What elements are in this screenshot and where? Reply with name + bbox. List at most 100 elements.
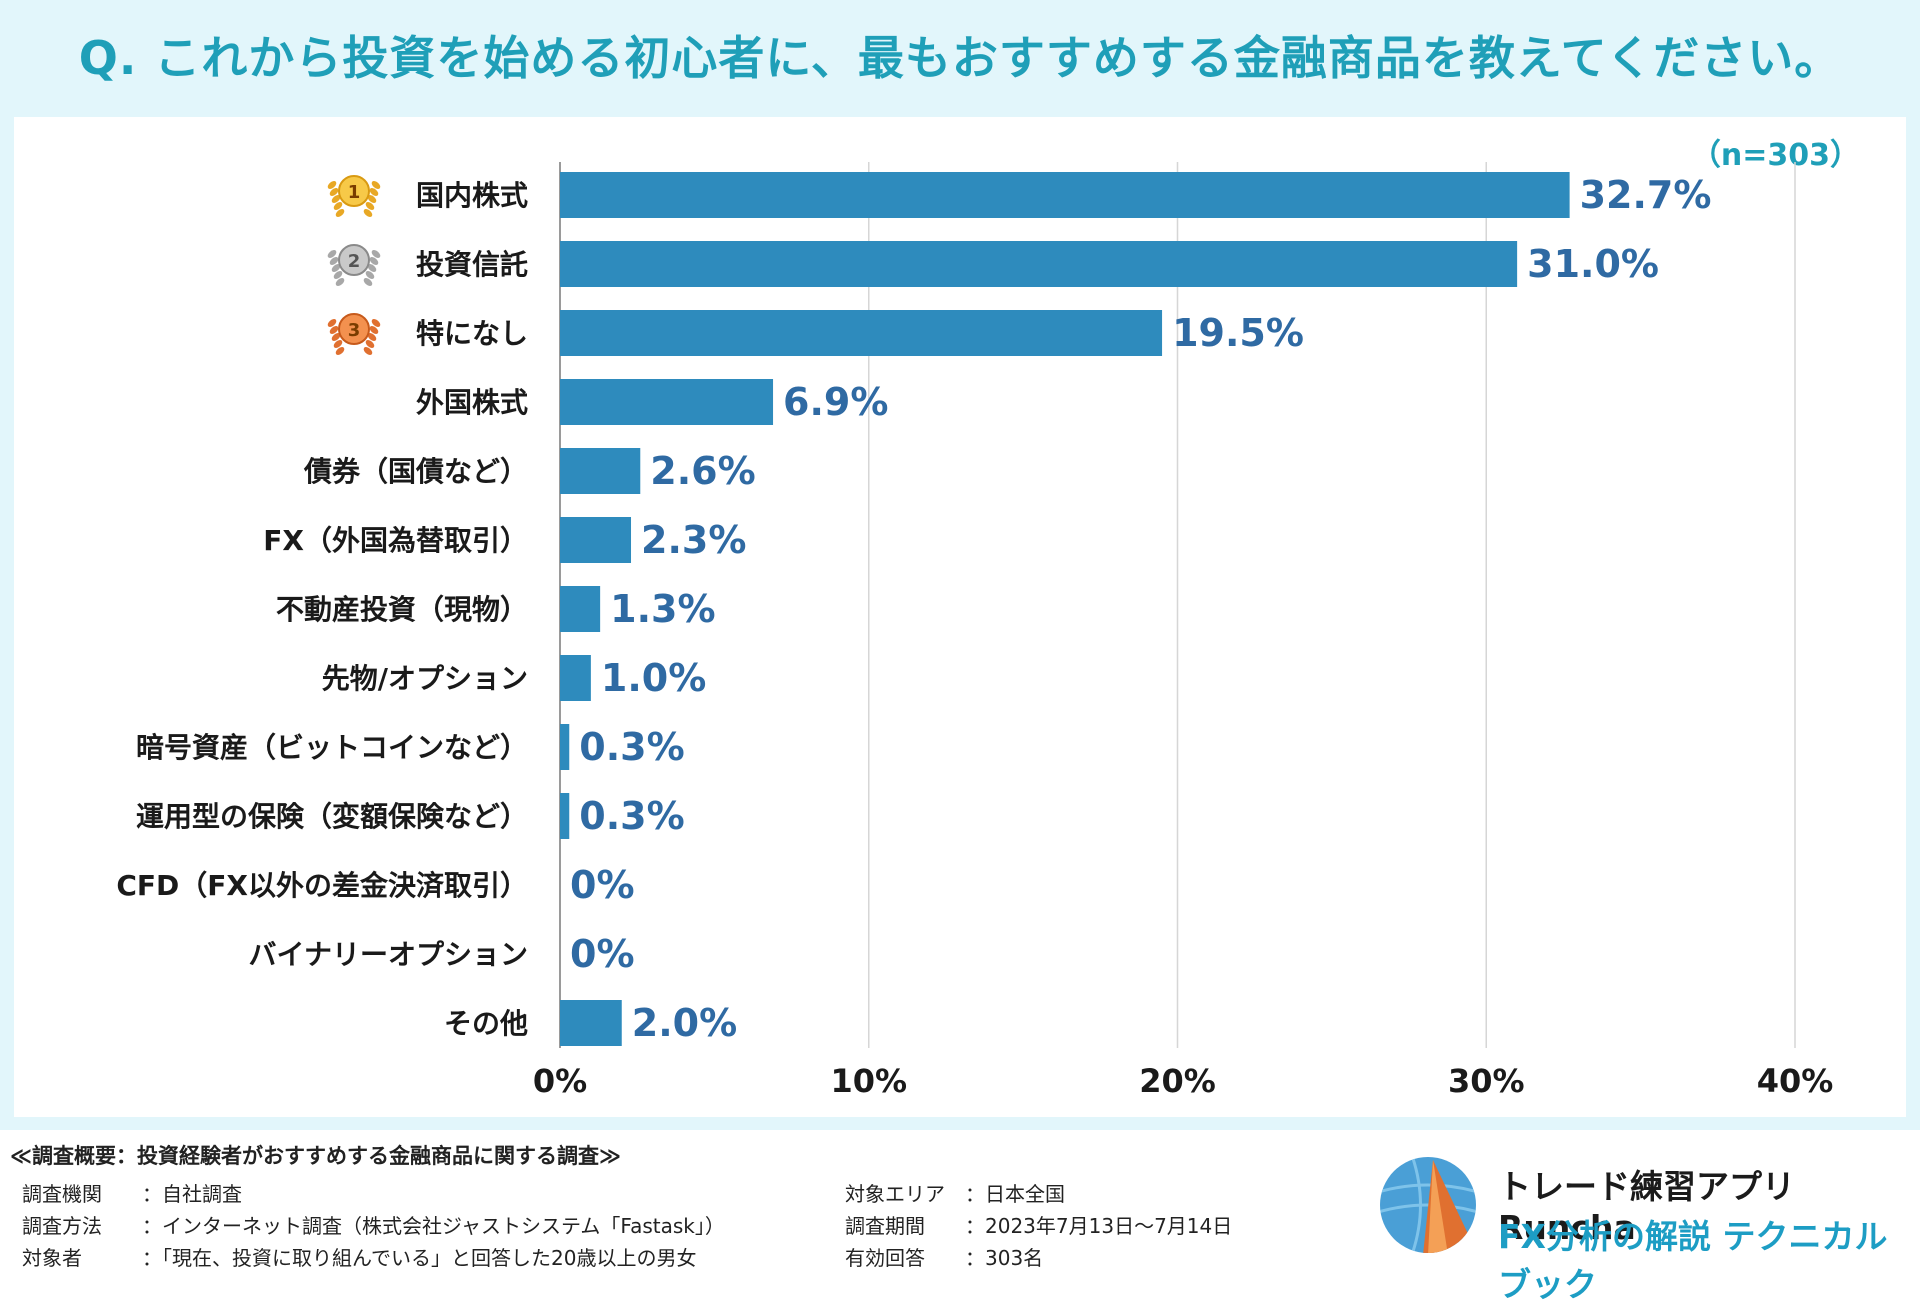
- laurel-leaf: [331, 264, 341, 272]
- rank-medal-icon: 3: [327, 313, 381, 355]
- laurel-leaf: [333, 202, 343, 210]
- value-label: 31.0%: [1527, 242, 1659, 286]
- laurel-leaf: [327, 250, 337, 258]
- value-label: 1.0%: [601, 656, 706, 700]
- laurel-leaf: [365, 271, 375, 279]
- survey-key: 調査方法: [22, 1214, 102, 1238]
- category-label: 外国株式: [416, 386, 528, 419]
- value-label: 0.3%: [579, 725, 684, 769]
- category-label: FX（外国為替取引）: [263, 524, 528, 557]
- survey-key: 対象エリア: [845, 1182, 945, 1206]
- laurel-leaf: [335, 347, 345, 355]
- laurel-leaf: [369, 257, 379, 265]
- rank-medal-icon: 2: [327, 244, 381, 286]
- value-label: 2.0%: [632, 1001, 737, 1045]
- category-label: 先物/オプション: [322, 662, 528, 695]
- survey-key: 有効回答: [845, 1246, 925, 1270]
- survey-row: 調査機関 ：自社調査: [22, 1178, 242, 1207]
- laurel-leaf: [327, 319, 337, 327]
- category-label: 暗号資産（ビットコインなど）: [136, 731, 528, 764]
- survey-value: ：「現在、投資に取り組んでいる」と回答した20歳以上の男女: [142, 1246, 697, 1270]
- survey-key: 調査期間: [845, 1214, 925, 1238]
- survey-value: ：303名: [965, 1246, 1044, 1270]
- page-title: Q. これから投資を始める初心者に、最もおすすめする金融商品を教えてください。: [78, 31, 1842, 85]
- category-label: 不動産投資（現物）: [276, 593, 528, 626]
- laurel-leaf: [367, 264, 377, 272]
- rank-medal-icon: 1: [327, 175, 381, 217]
- laurel-leaf: [371, 181, 381, 189]
- survey-key: 対象者: [22, 1246, 82, 1270]
- x-tick-label: 30%: [1448, 1062, 1525, 1100]
- survey-row: 対象エリア ：日本全国: [845, 1178, 1065, 1207]
- medal-number: 3: [348, 320, 361, 341]
- laurel-leaf: [363, 278, 373, 286]
- laurel-leaf: [329, 188, 339, 196]
- bar: [560, 448, 641, 494]
- x-tick-label: 10%: [830, 1062, 907, 1100]
- laurel-leaf: [335, 209, 345, 217]
- bar-chart: 0% 10% 20% 30% 40%32.7%国内株式131.0%投資信託219.5%特…: [116, 162, 1834, 1100]
- bar: [560, 379, 774, 425]
- laurel-leaf: [333, 340, 343, 348]
- value-label: 0%: [570, 863, 635, 907]
- bar: [560, 172, 1570, 218]
- laurel-leaf: [327, 181, 337, 189]
- category-label: その他: [444, 1007, 528, 1040]
- category-label: CFD（FX以外の差金決済取引）: [116, 869, 528, 902]
- category-label: 特になし: [416, 317, 528, 350]
- bar: [560, 1000, 622, 1046]
- category-label: バイナリーオプション: [249, 938, 528, 971]
- value-label: 19.5%: [1172, 311, 1304, 355]
- laurel-leaf: [331, 333, 341, 341]
- medal-disc: [338, 244, 370, 276]
- category-label: 国内株式: [416, 179, 528, 212]
- survey-key: 調査機関: [22, 1182, 102, 1206]
- category-label: 債券（国債など）: [303, 455, 528, 488]
- x-tick-label: 40%: [1757, 1062, 1834, 1100]
- survey-row: 調査方法 ：インターネット調査（株式会社ジャストシステム「Fastask」）: [22, 1210, 725, 1239]
- value-label: 1.3%: [610, 587, 715, 631]
- value-label: 32.7%: [1580, 173, 1712, 217]
- sample-size-label: （n=303）: [1690, 138, 1860, 173]
- laurel-leaf: [363, 347, 373, 355]
- medal-disc: [338, 175, 370, 207]
- x-tick-label: 0%: [533, 1062, 587, 1100]
- survey-row: 有効回答 ：303名: [845, 1242, 1043, 1271]
- brand-name: トレード練習アプリ Runcha: [1498, 1167, 1795, 1247]
- bar: [560, 517, 632, 563]
- survey-title: ≪調査概要：投資経験者がおすすめする金融商品に関する調査≫: [10, 1144, 621, 1168]
- value-label: 0%: [570, 932, 635, 976]
- medal-number: 2: [348, 251, 361, 272]
- laurel-leaf: [365, 340, 375, 348]
- medal-number: 1: [348, 182, 361, 203]
- survey-row: 対象者 ：「現在、投資に取り組んでいる」と回答した20歳以上の男女: [22, 1242, 696, 1271]
- value-label: 0.3%: [579, 794, 684, 838]
- bar: [560, 241, 1518, 287]
- bar: [560, 655, 591, 701]
- bar: [560, 724, 570, 770]
- laurel-leaf: [331, 195, 341, 203]
- value-label: 6.9%: [783, 380, 888, 424]
- bar: [560, 793, 570, 839]
- laurel-leaf: [333, 271, 343, 279]
- x-tick-label: 20%: [1139, 1062, 1216, 1100]
- laurel-leaf: [363, 209, 373, 217]
- category-label: 投資信託: [416, 248, 528, 281]
- bar: [560, 586, 601, 632]
- laurel-leaf: [329, 257, 339, 265]
- survey-value: ：2023年7月13日〜7月14日: [965, 1214, 1233, 1238]
- medal-disc: [338, 313, 370, 345]
- value-label: 2.6%: [650, 449, 755, 493]
- survey-value: ：インターネット調査（株式会社ジャストシステム「Fastask」）: [142, 1214, 725, 1238]
- survey-row: 調査期間 ：2023年7月13日〜7月14日: [845, 1210, 1232, 1239]
- laurel-leaf: [369, 326, 379, 334]
- laurel-leaf: [371, 250, 381, 258]
- laurel-leaf: [367, 195, 377, 203]
- brand-subtitle: FX分析の解説 テクニカルブック: [1498, 1217, 1888, 1304]
- runcha-logo-icon: [1378, 1155, 1478, 1255]
- footer: ≪調査概要：投資経験者がおすすめする金融商品に関する調査≫ 調査機関 ：自社調査 …: [0, 1130, 1920, 1280]
- laurel-leaf: [335, 278, 345, 286]
- laurel-leaf: [371, 319, 381, 327]
- laurel-leaf: [365, 202, 375, 210]
- value-label: 2.3%: [641, 518, 746, 562]
